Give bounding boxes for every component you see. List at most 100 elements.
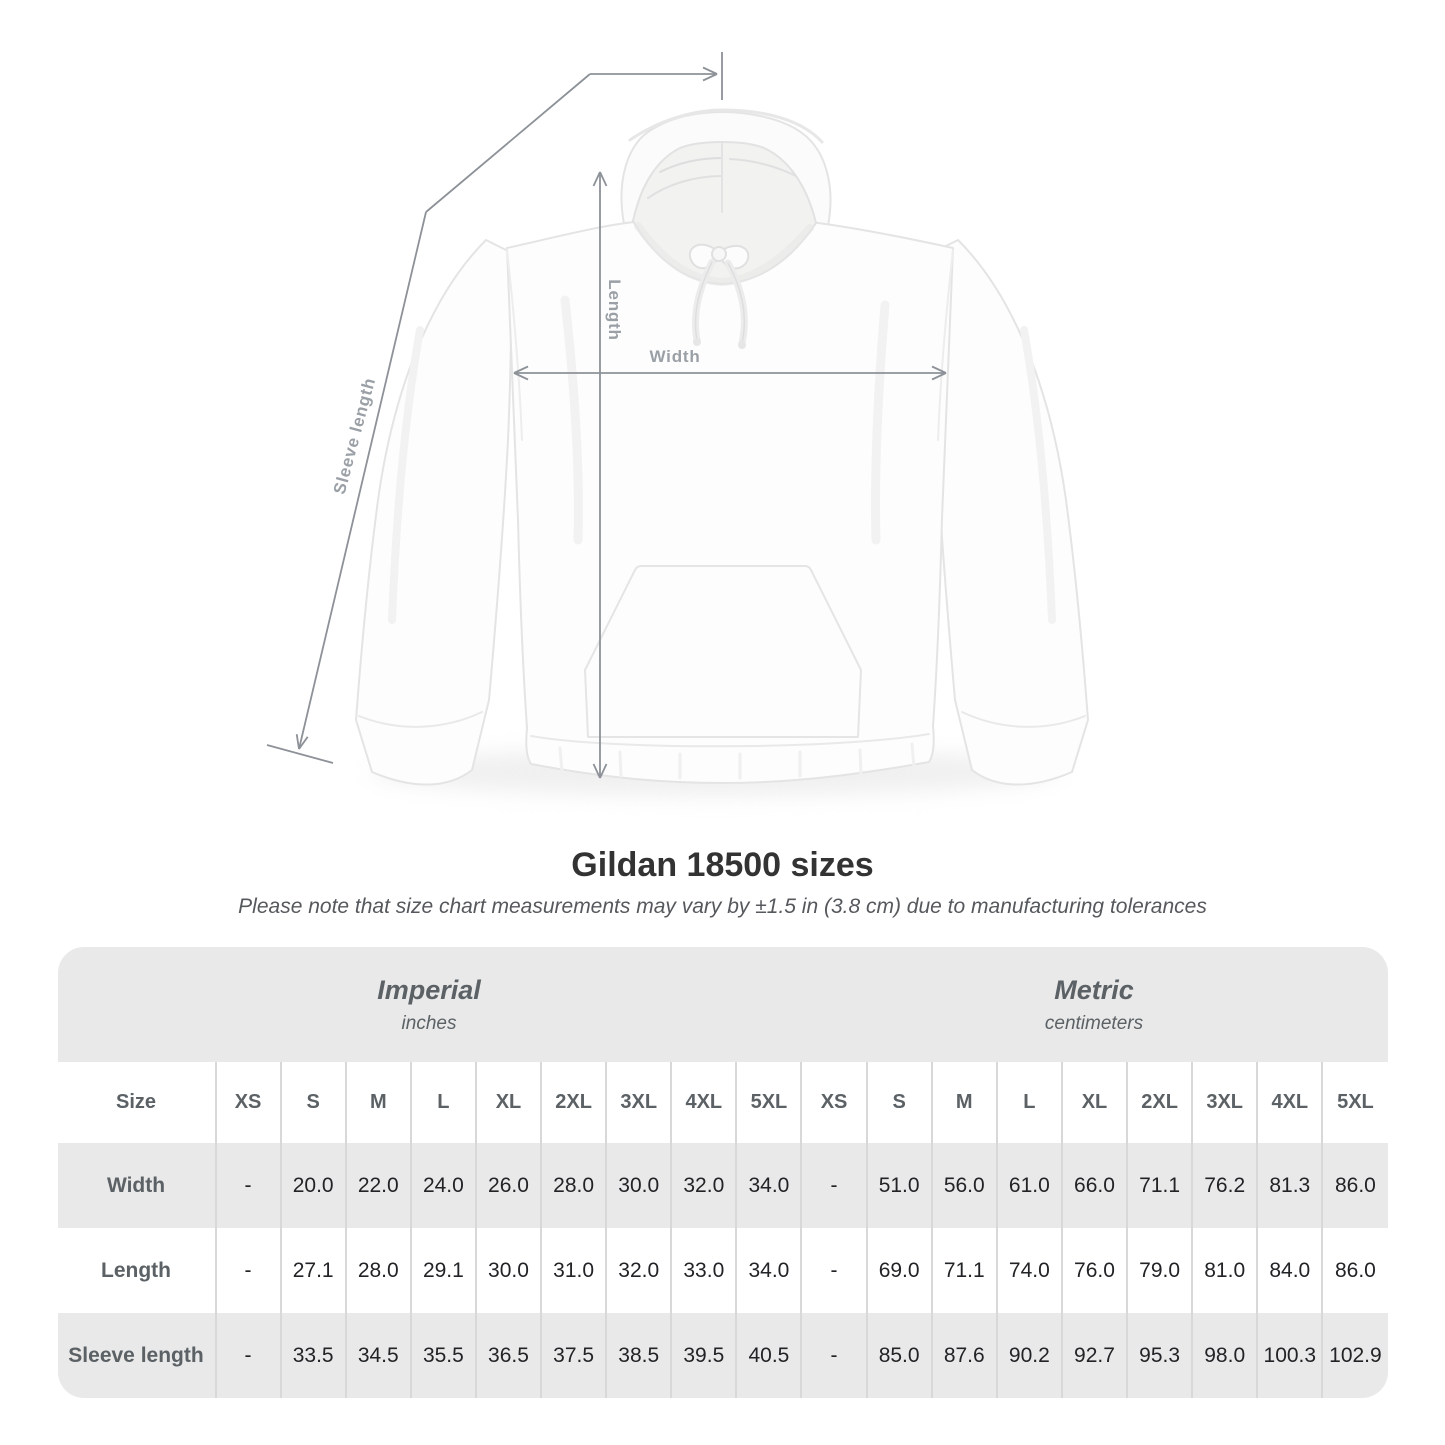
length-arrow <box>592 171 608 779</box>
size-corner-header: Size <box>57 1062 216 1143</box>
size-column-header-metric: 4XL <box>1256 1062 1323 1143</box>
hoodie-left-sleeve <box>355 239 513 786</box>
size-column-header-imperial: XL <box>474 1062 542 1143</box>
measurement-cell-imperial: - <box>214 1143 281 1228</box>
hoodie-illustration <box>266 52 1089 796</box>
size-column-header-imperial: M <box>344 1062 411 1143</box>
hoodie-right-sleeve <box>931 239 1089 786</box>
page-title: Gildan 18500 sizes <box>571 846 874 884</box>
measurement-cell-metric: 100.3 <box>1256 1313 1323 1398</box>
size-column-header-metric: 2XL <box>1126 1062 1193 1143</box>
size-column-header-metric: L <box>995 1062 1062 1143</box>
imperial-header: Imperial inches <box>58 947 801 1062</box>
measurement-cell-imperial: 35.5 <box>409 1313 476 1398</box>
size-column-header-metric: S <box>865 1062 932 1143</box>
measurement-cell-metric: 102.9 <box>1321 1313 1388 1398</box>
size-column-header-imperial: 2XL <box>540 1062 607 1143</box>
hoodie-garment <box>355 108 1089 786</box>
size-column-header-metric: XS <box>800 1062 867 1143</box>
measurement-cell-imperial: 32.0 <box>670 1143 737 1228</box>
measurement-cell-imperial: 38.5 <box>605 1313 672 1398</box>
measurement-cell-imperial: 24.0 <box>409 1143 476 1228</box>
width-arrow <box>513 365 947 381</box>
measurement-cell-metric: 85.0 <box>865 1313 932 1398</box>
measurement-cell-metric: - <box>800 1143 867 1228</box>
measurement-cell-imperial: 34.0 <box>735 1143 802 1228</box>
size-column-header-imperial: L <box>409 1062 476 1143</box>
measurement-cell-imperial: 34.5 <box>344 1313 411 1398</box>
measurement-cell-metric: 98.0 <box>1191 1313 1258 1398</box>
measurement-cell-metric: 71.1 <box>930 1228 997 1313</box>
measurement-cell-metric: 79.0 <box>1126 1228 1193 1313</box>
size-column-header-metric: 5XL <box>1321 1062 1388 1143</box>
imperial-unit: inches <box>401 1012 457 1034</box>
row-label: Length <box>101 1258 171 1282</box>
measurement-cell-imperial: 27.1 <box>279 1228 346 1313</box>
measurement-cell-metric: 92.7 <box>1060 1313 1128 1398</box>
measurements-table: Size XS S M L XL 2XL 3XL 4XL 5XL XS S M L XL 2XL 3XL 4XL 5… <box>57 1062 1388 1398</box>
measurement-cell-imperial: 30.0 <box>605 1143 672 1228</box>
measurement-cell-imperial: 28.0 <box>540 1143 607 1228</box>
size-column-header-imperial: S <box>279 1062 346 1143</box>
measurement-cell-imperial: 36.5 <box>474 1313 542 1398</box>
measurement-cell-metric: 56.0 <box>930 1143 997 1228</box>
unit-system-header: Imperial inches Metric centimeters <box>57 947 1388 1062</box>
metric-unit: centimeters <box>1044 1012 1144 1034</box>
metric-title: Metric <box>1054 974 1134 1005</box>
measurement-cell-metric: 61.0 <box>995 1143 1062 1228</box>
metric-header: Metric centimeters <box>801 947 1388 1062</box>
measurement-cell-imperial: 32.0 <box>605 1228 672 1313</box>
measurement-cell-metric: 84.0 <box>1256 1228 1323 1313</box>
measurement-cell-imperial: 22.0 <box>344 1143 411 1228</box>
measurement-cell-metric: - <box>800 1228 867 1313</box>
sleeve-length-arrow <box>266 52 723 764</box>
hoodie-measurement-diagram: Sleeve length Length Width <box>266 52 1089 796</box>
measurement-cell-imperial: 29.1 <box>409 1228 476 1313</box>
width-label: Width <box>649 347 701 366</box>
table-row-width: Width -20.0 22.0 24.0 26.0 28.0 30.0 32.0 34.0-5… <box>57 1143 1388 1228</box>
table-row-length: Length -27.1 28.0 29.1 30.0 31.0 32.0 33.0 34.0-… <box>58 1228 1388 1313</box>
hoodie-hem-seam <box>530 733 930 748</box>
size-column-header-metric: M <box>930 1062 997 1143</box>
measurement-cell-imperial: - <box>214 1313 281 1398</box>
measurement-cell-imperial: 20.0 <box>279 1143 346 1228</box>
measurement-cell-metric: 86.0 <box>1321 1228 1388 1313</box>
measurement-cell-metric: 76.0 <box>1060 1228 1128 1313</box>
measurement-cell-imperial: 37.5 <box>540 1313 607 1398</box>
measurement-cell-metric: 51.0 <box>865 1143 932 1228</box>
measurement-cell-imperial: 28.0 <box>344 1228 411 1313</box>
measurement-cell-metric: 95.3 <box>1126 1313 1193 1398</box>
size-column-header-imperial: 3XL <box>605 1062 672 1143</box>
size-column-header-metric: 3XL <box>1191 1062 1258 1143</box>
size-column-header-imperial: 5XL <box>735 1062 802 1143</box>
measurement-cell-imperial: 39.5 <box>670 1313 737 1398</box>
measurement-cell-metric: 74.0 <box>995 1228 1062 1313</box>
imperial-title: Imperial <box>377 974 481 1005</box>
measurement-cell-imperial: 26.0 <box>474 1143 542 1228</box>
size-column-header-imperial: XS <box>214 1062 281 1143</box>
hoodie-drawstring <box>689 243 750 349</box>
size-column-header-imperial: 4XL <box>670 1062 737 1143</box>
tolerance-note: Please note that size chart measurements… <box>238 895 1207 918</box>
hem-rib-texture <box>558 742 916 780</box>
measurement-cell-imperial: - <box>214 1228 281 1313</box>
measurement-cell-imperial: 30.0 <box>474 1228 542 1313</box>
measurement-cell-metric: 81.3 <box>1256 1143 1323 1228</box>
measurement-cell-imperial: 34.0 <box>735 1228 802 1313</box>
measurement-cell-metric: 81.0 <box>1191 1228 1258 1313</box>
measurement-cell-metric: 76.2 <box>1191 1143 1258 1228</box>
measurement-cell-metric: 90.2 <box>995 1313 1062 1398</box>
measurement-cell-metric: 87.6 <box>930 1313 997 1398</box>
measurement-cell-imperial: 40.5 <box>735 1313 802 1398</box>
measurement-cell-metric: 66.0 <box>1060 1143 1128 1228</box>
size-header-row: Size XS S M L XL 2XL 3XL 4XL 5XL XS S M L XL 2XL 3XL 4XL 5… <box>57 1062 1388 1143</box>
measurement-cell-imperial: 31.0 <box>540 1228 607 1313</box>
measurement-cell-imperial: 33.0 <box>670 1228 737 1313</box>
measurement-cell-metric: - <box>800 1313 867 1398</box>
measurement-cell-metric: 69.0 <box>865 1228 932 1313</box>
hoodie-pocket <box>584 565 862 738</box>
size-table: Imperial inches Metric centimeters Size X… <box>57 947 1388 1398</box>
length-label: Length <box>605 279 624 341</box>
row-label: Width <box>106 1173 166 1197</box>
